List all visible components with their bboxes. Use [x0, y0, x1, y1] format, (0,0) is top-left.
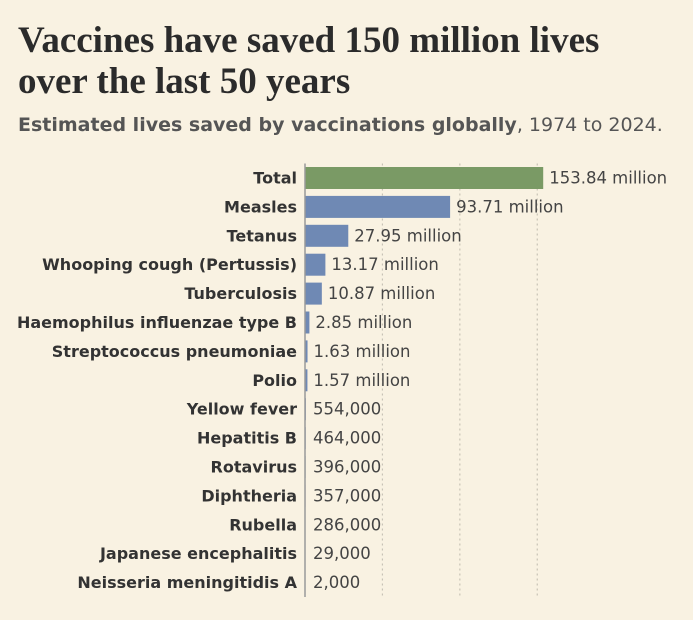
- bar: [305, 369, 308, 392]
- subtitle-bold: Estimated lives saved by vaccinations gl…: [18, 114, 517, 136]
- chart-title: Vaccines have saved 150 million lives: [18, 20, 599, 61]
- value-label: 464,000: [313, 429, 381, 448]
- category-label: Tuberculosis: [184, 284, 297, 303]
- value-label: 13.17 million: [331, 255, 438, 274]
- bar: [305, 311, 310, 334]
- value-label: 2,000: [313, 573, 360, 592]
- value-label: 1.57 million: [313, 371, 410, 390]
- bar: [305, 167, 544, 189]
- category-label: Yellow fever: [186, 400, 297, 419]
- category-label: Total: [253, 169, 297, 188]
- value-label: 29,000: [313, 544, 371, 563]
- bar: [305, 253, 326, 276]
- bar: [305, 224, 349, 247]
- category-label: Japanese encephalitis: [99, 544, 297, 563]
- category-label: Whooping cough (Pertussis): [42, 255, 297, 274]
- chart-title: over the last 50 years: [18, 61, 350, 102]
- chart-subtitle: Estimated lives saved by vaccinations gl…: [18, 114, 663, 136]
- subtitle-rest: , 1974 to 2024.: [517, 114, 663, 136]
- category-label: Polio: [252, 371, 297, 390]
- value-label: 357,000: [313, 486, 381, 505]
- category-label: Tetanus: [227, 226, 297, 245]
- category-label: Diphtheria: [201, 486, 297, 505]
- category-label: Rotavirus: [211, 458, 297, 477]
- bar: [305, 195, 451, 218]
- value-label: 153.84 million: [549, 169, 667, 188]
- category-label: Haemophilus influenzae type B: [17, 313, 297, 332]
- value-label: 2.85 million: [315, 313, 412, 332]
- value-label: 554,000: [313, 400, 381, 419]
- value-label: 286,000: [313, 515, 381, 534]
- value-label: 1.63 million: [314, 342, 411, 361]
- bar: [305, 340, 308, 363]
- category-label: Hepatitis B: [197, 429, 297, 448]
- category-label: Streptococcus pneumoniae: [52, 342, 297, 361]
- value-label: 396,000: [313, 458, 381, 477]
- value-label: 10.87 million: [328, 284, 435, 303]
- category-label: Rubella: [229, 515, 297, 534]
- bar: [305, 282, 322, 305]
- category-label: Neisseria meningitidis A: [77, 573, 297, 592]
- category-label: Measles: [224, 197, 297, 216]
- value-label: 27.95 million: [354, 226, 461, 245]
- value-label: 93.71 million: [456, 197, 563, 216]
